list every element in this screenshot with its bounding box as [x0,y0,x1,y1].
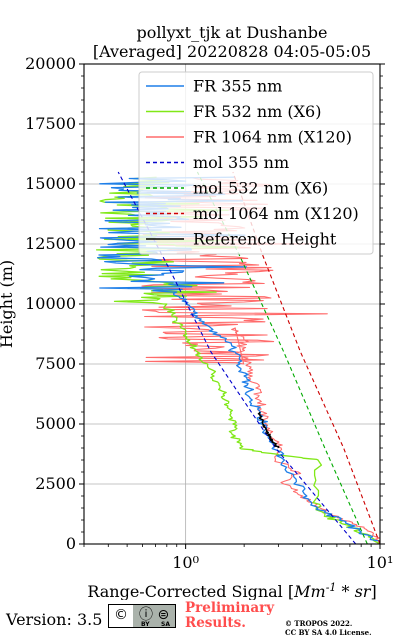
axes: 0 2500 5000 7500 10000 12500 15000 17500 20000 10… [25,54,393,572]
y-tick-label: 17500 [25,114,76,133]
legend-label: mol 532 nm (X6) [193,179,328,198]
x-tick-label: 10¹ [367,553,394,572]
x-axis-label: Range-Corrected Signal [Mm-1 * sr] [87,581,376,600]
copyright-line1: © TROPOS 2022. [285,619,353,628]
y-tick-label: 20000 [25,54,76,73]
by-sa-icons: ⓘ ⊜ [139,607,170,623]
y-tick-label: 10000 [25,294,76,313]
x-axis-label-suffix: ] [370,582,376,600]
legend-label: FR 355 nm [193,77,282,96]
cc-license-badge[interactable]: © ⓘ ⊜ BY SA [108,604,176,628]
y-tick-label: 2500 [35,474,76,493]
x-axis-label-math: Mm-1 * sr [293,581,372,600]
y-tick-label: 15000 [25,174,76,193]
legend-label: mol 1064 nm (X120) [193,204,359,223]
lidar-signal-chart: pollyxt_tjk at Dushanbe [Averaged] 20220… [0,23,393,600]
legend-label: FR 532 nm (X6) [193,102,321,121]
legend: FR 355 nm FR 532 nm (X6) FR 1064 nm (X120)… [138,71,374,255]
preliminary-line1: Preliminary [185,600,275,616]
x-axis-label-prefix: Range-Corrected Signal [ [87,582,294,600]
legend-label: FR 1064 nm (X120) [193,128,352,147]
cc-attribution-panel: ⓘ ⊜ BY SA [133,605,175,628]
y-tick-label: 5000 [35,414,76,433]
preliminary-line2: Results. [185,615,246,631]
cc-logo-panel: © [109,605,133,627]
cc-sa-text: SA [161,621,170,628]
x-tick-label: 10⁰ [172,553,199,572]
legend-label: mol 355 nm [193,153,289,172]
preliminary-results-notice: Preliminary Results. [185,601,274,631]
legend-box [138,71,374,255]
y-axis-label: Height (m) [0,260,16,348]
y-tick-label: 7500 [35,354,76,373]
cc-icon: © [114,607,128,623]
chart-subtitle: [Averaged] 20220828 04:05-05:05 [93,42,371,61]
y-tick-label: 0 [66,534,76,553]
version-label: Version: 3.5 [6,610,103,629]
copyright-notice: © TROPOS 2022. CC BY SA 4.0 License. [285,619,372,637]
legend-label: Reference Height [193,230,337,249]
copyright-line2: CC BY SA 4.0 License. [285,628,372,637]
y-tick-label: 12500 [25,234,76,253]
chart-title: pollyxt_tjk at Dushanbe [136,23,327,42]
series-line-6 [257,411,280,449]
series-line-3 [117,171,357,544]
cc-by-text: BY [141,621,150,628]
